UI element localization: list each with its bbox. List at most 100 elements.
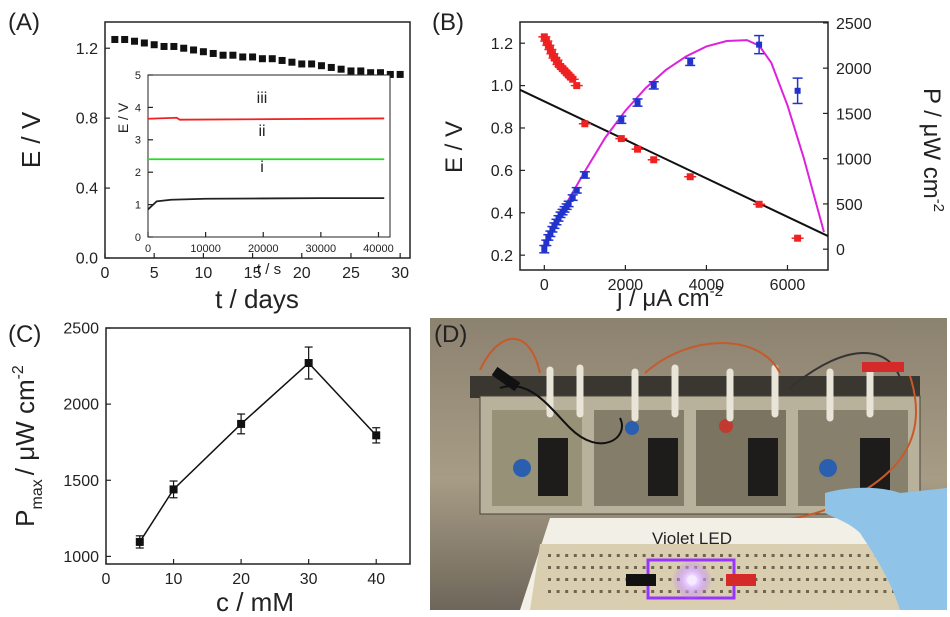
e-data-point	[794, 234, 802, 242]
breadboard-hole	[591, 554, 594, 557]
x-tick-label: 25	[342, 265, 360, 282]
y2-tick-label: 1500	[836, 106, 872, 123]
y2-tick-label: 0	[836, 242, 845, 259]
data-point	[131, 37, 139, 45]
data-point	[372, 431, 381, 440]
breadboard-hole	[702, 554, 706, 557]
p-data-point	[543, 239, 550, 246]
breadboard-hole	[745, 590, 749, 593]
breadboard-hole	[625, 566, 629, 569]
y-tick-label: 2500	[63, 321, 99, 338]
p-data-point	[545, 234, 552, 241]
breadboard-hole	[771, 554, 775, 557]
data-point	[386, 70, 394, 78]
inset-ylabel: E / V	[115, 102, 131, 133]
e-data-point	[686, 173, 694, 181]
violet-led	[687, 575, 697, 585]
breadboard-hole	[548, 554, 551, 557]
breadboard-hole	[866, 566, 870, 569]
breadboard-hole	[857, 566, 861, 569]
breadboard-hole	[651, 590, 655, 593]
panel-c-ticks: 0 10 20 30 40 1000 1500 2000 2500	[63, 321, 385, 588]
data-point	[327, 63, 335, 71]
breadboard-hole	[556, 578, 560, 581]
e-data-point	[617, 135, 625, 143]
y-tick-label: 0.8	[76, 111, 98, 128]
breadboard-hole	[840, 566, 844, 569]
breadboard-hole	[754, 590, 758, 593]
data-point	[376, 69, 384, 77]
breadboard-hole	[711, 578, 715, 581]
p-data-point	[794, 87, 801, 94]
panel-a: 0 5 10 15 20 25 300.00.40.81.2 t / days E / V …	[16, 21, 411, 314]
breadboard-hole	[659, 590, 663, 593]
e-data-point	[546, 46, 554, 54]
gloved-hand	[825, 487, 947, 610]
y-tick-label: 1500	[63, 473, 99, 490]
breadboard-hole	[720, 590, 723, 593]
red-clip-led	[726, 574, 756, 586]
panel-b-ticks: 0 2000 4000 6000 0.2 0.4 0.6 0.8 1.0 1.2 0 500 1000 1…	[491, 16, 872, 294]
x-tick-label: 40000	[363, 243, 394, 255]
x-tick-label: 0	[145, 243, 151, 255]
breadboard-hole	[711, 590, 715, 593]
breadboard-hole	[763, 566, 766, 569]
data-point	[237, 419, 246, 428]
breadboard-hole	[720, 554, 723, 557]
breadboard-hole	[548, 566, 551, 569]
y-tick-label: 0.2	[491, 248, 513, 265]
inset-series-line-iii	[147, 116, 385, 121]
panel-a-points	[111, 35, 404, 78]
breadboard-hole	[849, 554, 852, 557]
e-data-point	[634, 145, 642, 153]
breadboard-hole	[556, 554, 560, 557]
p-data-point	[618, 116, 625, 123]
data-point	[180, 44, 188, 52]
breadboard-hole	[565, 554, 569, 557]
breadboard-hole	[668, 566, 672, 569]
e-data-point	[569, 75, 577, 83]
y-tick-label: 0.4	[491, 205, 513, 222]
breadboard-hole	[616, 566, 620, 569]
inset-series-label-iii: iii	[257, 90, 268, 107]
data-point	[199, 48, 207, 56]
breadboard-hole	[797, 554, 801, 557]
breadboard-hole	[763, 590, 766, 593]
breadboard-hole	[591, 590, 594, 593]
breadboard-hole	[823, 566, 827, 569]
e-data-point	[540, 33, 548, 41]
x-tick-label: 30	[300, 571, 318, 588]
breadboard-hole	[771, 590, 775, 593]
breadboard-hole	[840, 578, 844, 581]
breadboard-hole	[685, 554, 689, 557]
y-tick-label: 1.0	[491, 78, 513, 95]
breadboard-hole	[659, 578, 663, 581]
series-line	[139, 361, 377, 543]
panel-label-b: (B)	[432, 9, 464, 36]
panel-c-frame	[105, 327, 411, 565]
y2-tick-label: 2000	[836, 61, 872, 78]
data-point	[357, 67, 365, 75]
breadboard-hole	[573, 578, 577, 581]
breadboard-hole	[677, 554, 680, 557]
p-fit-curve	[543, 39, 825, 250]
breadboard-hole	[720, 578, 723, 581]
data-point	[150, 41, 158, 49]
panel-b: 0 2000 4000 6000 0.2 0.4 0.6 0.8 1.0 1.2 0 500 1000 1…	[441, 16, 947, 312]
breadboard-hole	[720, 566, 723, 569]
data-point	[121, 35, 129, 43]
panel-c-xlabel: c / mM	[216, 587, 294, 612]
panel-label-d: (D)	[434, 321, 467, 348]
y-tick-label: 0.6	[491, 163, 513, 180]
breadboard-hole	[806, 566, 809, 569]
breadboard-hole	[591, 578, 594, 581]
breadboard-hole	[780, 590, 784, 593]
panel-c: 0 10 20 30 40 1000 1500 2000 2500 c / mM Pmax/ μ…	[10, 321, 411, 617]
x-tick-label: 2000	[608, 277, 644, 294]
breadboard-hole	[857, 578, 861, 581]
p-data-point	[553, 219, 560, 226]
p-data-point	[687, 58, 694, 65]
y-tick-label: 2	[135, 167, 141, 179]
inset-lines	[147, 116, 385, 211]
